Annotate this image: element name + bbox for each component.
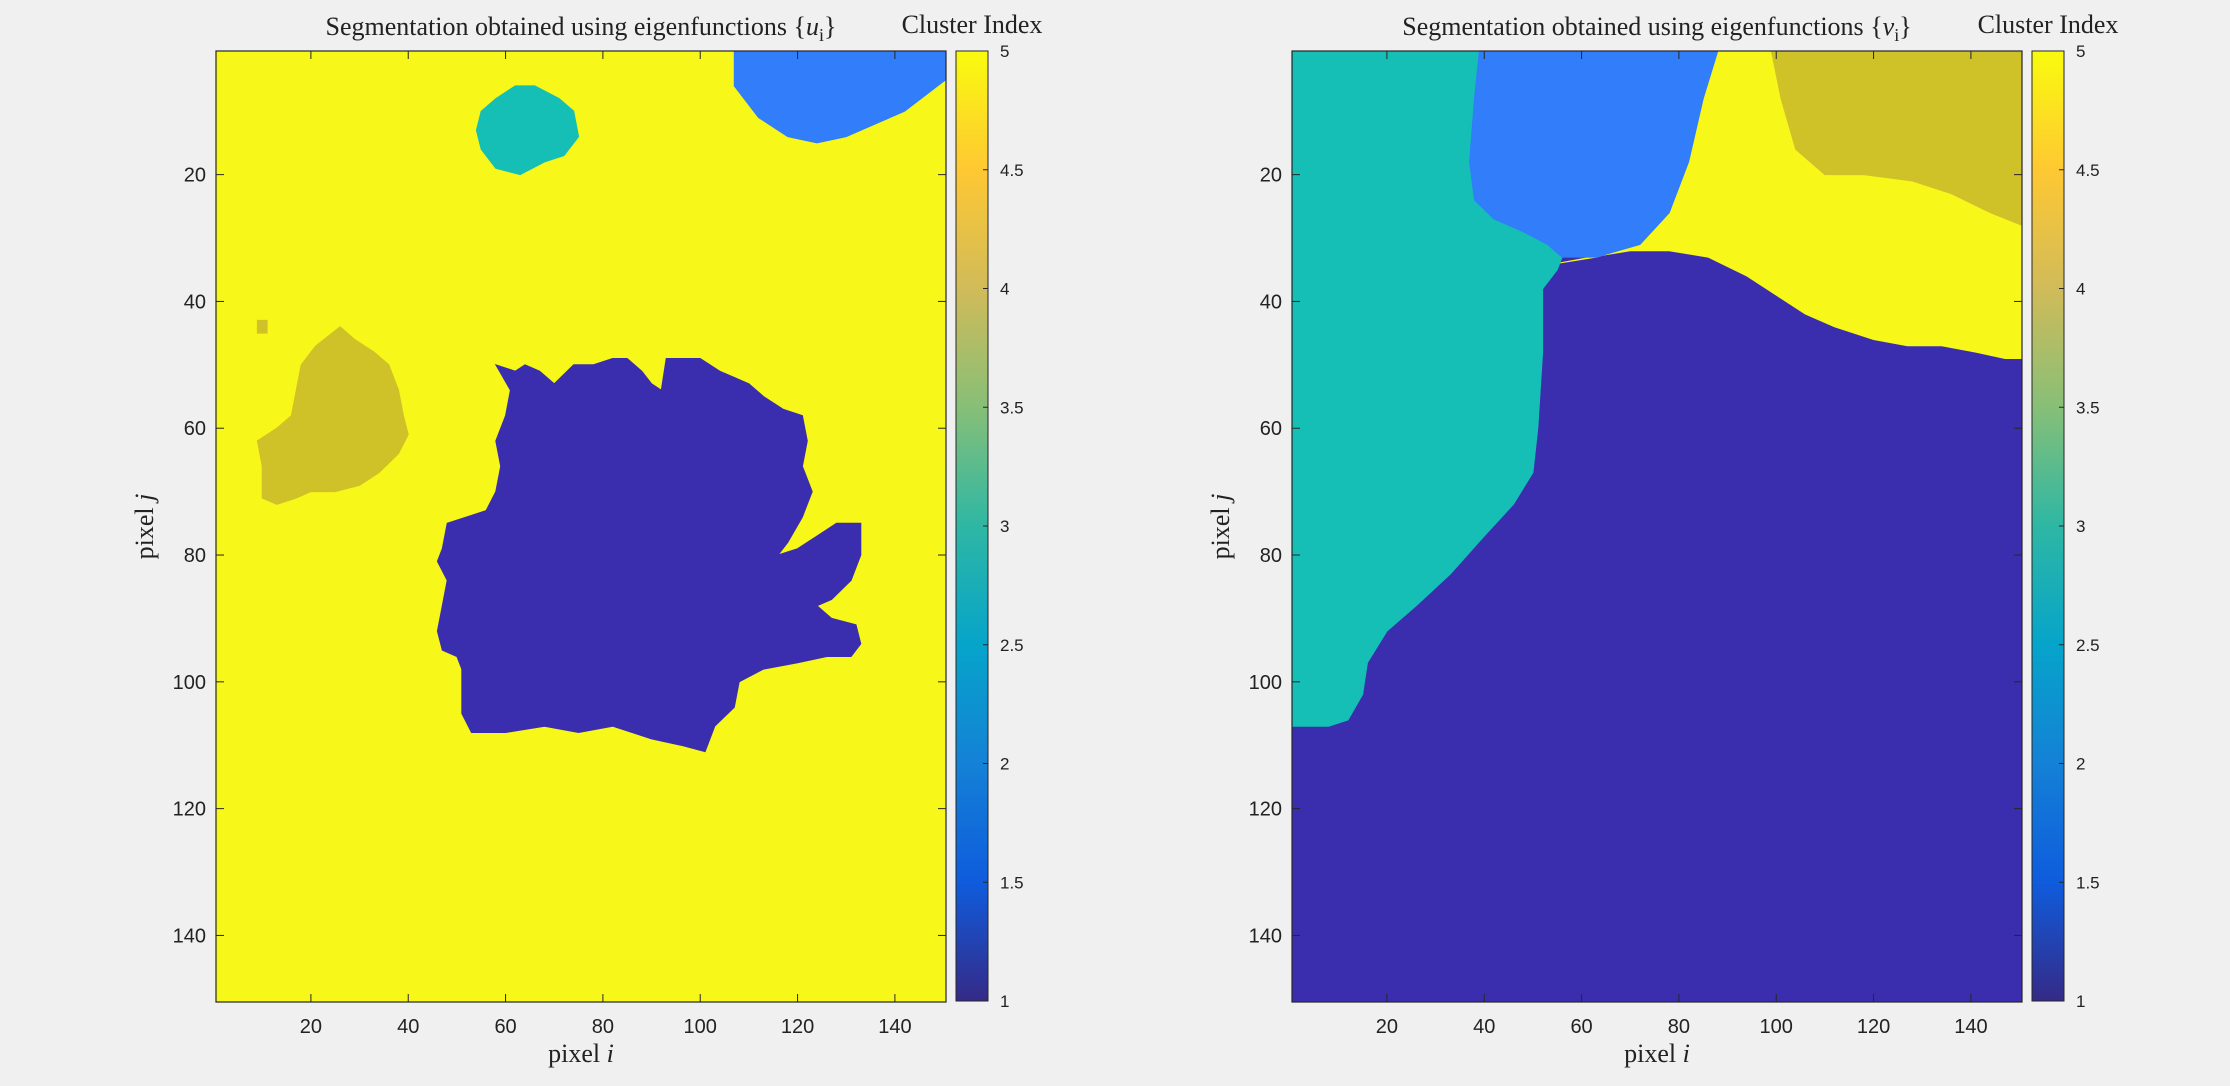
colorbar-tick-label: 3.5: [1000, 398, 1024, 417]
cluster-4-region-3: [256, 319, 268, 334]
colorbar-tick-label: 5: [1000, 42, 1009, 61]
colorbar-tick-label: 3: [1000, 517, 1009, 536]
y-tick-label: 40: [1260, 291, 1282, 313]
colorbar-tick-label: 4.5: [1000, 161, 1024, 180]
panel-2: 20 40 60 80 100 120 140 20 40 60 80 100 120 140 Segmen…: [1206, 10, 2118, 1068]
x-axis-label: pixel i: [548, 1039, 614, 1068]
x-tick-label: 60: [494, 1016, 516, 1038]
colorbar-tick-label: 1.5: [2076, 873, 2100, 892]
y-tick-label: 40: [184, 291, 206, 313]
colorbar-tick-label: 4.5: [2076, 161, 2100, 180]
cluster-1-region-4: [436, 358, 862, 753]
axes-box: [1291, 50, 2023, 1003]
colorbar-tick-label: 4: [1000, 280, 1009, 299]
segmentation-regions: [1292, 51, 2022, 727]
colorbar-tick-label: 2: [1000, 755, 1009, 774]
colorbar-tick-label: 1: [2076, 992, 2085, 1011]
x-tick-label: 20: [300, 1016, 322, 1038]
x-tick-label: 140: [878, 1016, 911, 1038]
cluster-4-region-2: [256, 326, 409, 505]
cluster-4-region-3: [1770, 51, 2022, 226]
panel-1: 20 40 60 80 100 120 140 20 40 60 80 100 120 140 Segmen…: [130, 10, 1042, 1068]
x-tick-label: 120: [781, 1016, 814, 1038]
y-tick-label: 20: [184, 165, 206, 187]
colorbar: [955, 50, 989, 1002]
x-tick-label: 80: [592, 1016, 614, 1038]
y-tick-label: 120: [173, 799, 206, 821]
x-tick-label: 120: [1857, 1016, 1890, 1038]
colorbar-tick-label: 1.5: [1000, 873, 1024, 892]
cluster-3-region-1: [475, 85, 580, 176]
x-tick-label: 100: [1760, 1016, 1793, 1038]
cluster-2-region-0: [733, 51, 946, 144]
colorbar-tick-label: 2: [2076, 755, 2085, 774]
x-axis-label: pixel i: [1624, 1039, 1690, 1068]
x-tick-label: 40: [1473, 1016, 1495, 1038]
colorbar-tick-label: 3.5: [2076, 398, 2100, 417]
y-tick-label: 100: [173, 672, 206, 694]
y-axis-label: pixel j: [1206, 494, 1235, 560]
y-tick-label: 100: [1249, 672, 1282, 694]
y-axis-label: pixel j: [130, 494, 159, 560]
colorbar-tick-label: 2.5: [2076, 636, 2100, 655]
colorbar-tick-label: 1: [1000, 992, 1009, 1011]
colorbar-tick-label: 5: [2076, 42, 2085, 61]
y-tick-label: 120: [1249, 799, 1282, 821]
y-tick-label: 140: [1249, 925, 1282, 947]
y-tick-label: 60: [184, 418, 206, 440]
y-tick-label: 80: [184, 545, 206, 567]
segmentation-regions: [256, 51, 946, 753]
x-tick-label: 20: [1376, 1016, 1398, 1038]
colorbar-tick-label: 4: [2076, 280, 2085, 299]
chart-title: Segmentation obtained using eigenfunctio…: [1402, 12, 1911, 45]
colorbar-tick-label: 3: [2076, 517, 2085, 536]
x-tick-label: 80: [1668, 1016, 1690, 1038]
x-tick-label: 60: [1570, 1016, 1592, 1038]
colorbar-tick-label: 2.5: [1000, 636, 1024, 655]
x-tick-label: 40: [397, 1016, 419, 1038]
y-tick-label: 20: [1260, 165, 1282, 187]
cluster-2-region-2: [1469, 51, 1719, 258]
x-tick-label: 100: [684, 1016, 717, 1038]
chart-title: Segmentation obtained using eigenfunctio…: [326, 12, 837, 45]
y-tick-label: 60: [1260, 418, 1282, 440]
axes-box: [215, 50, 947, 1003]
y-tick-label: 80: [1260, 545, 1282, 567]
colorbar-title: Cluster Index: [1978, 10, 2119, 39]
x-tick-label: 140: [1954, 1016, 1987, 1038]
y-tick-label: 140: [173, 925, 206, 947]
colorbar-title: Cluster Index: [902, 10, 1043, 39]
